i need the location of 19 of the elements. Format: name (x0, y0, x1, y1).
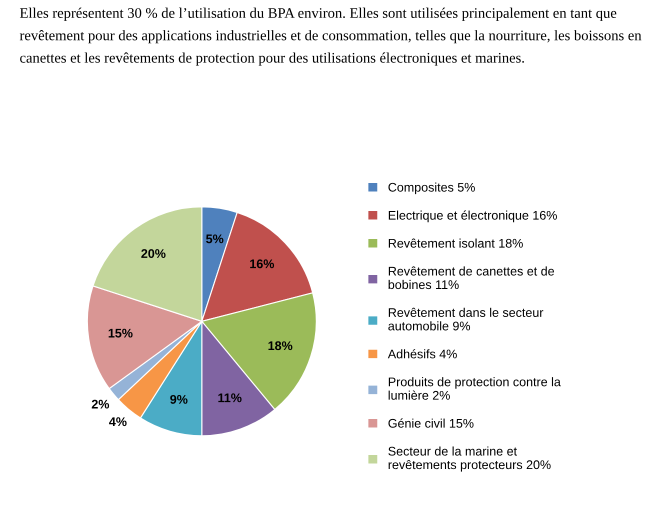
data-label: 11% (218, 393, 242, 402)
data-label: 5% (206, 234, 224, 244)
legend-label: Génie civil 15% (388, 418, 474, 428)
data-label: 16% (250, 259, 274, 268)
legend-label: Composites 5% (388, 182, 475, 194)
data-label: 15% (108, 328, 133, 338)
legend-label: Secteur de la marine et revêtements protecteurs 20% (388, 446, 551, 472)
data-label: 2% (92, 400, 110, 409)
legend-label: Revêtement dans le secteur automobile 9% (388, 308, 544, 330)
legend-label: Adhésifs 4% (388, 349, 457, 358)
legend-label: Produits de protection contre la lumière 2% (388, 377, 561, 400)
data-label: 4% (109, 417, 127, 426)
legend-label: Electrique et électronique 16% (388, 210, 557, 222)
legend-label: Revêtement de canettes et de bobines 11% (388, 266, 554, 290)
data-label: 20% (141, 249, 166, 258)
text: Elles représentent 30 % de l’utilisation du BPA environ. Elles sont utilisées principalement en tant que revêtement pour des applications industrielles et de consommation, telles que la nourriture, les boissons en canettes et les revêtements de protection pour des utilisations électroniques et marines. (20, 8, 642, 66)
data-label: 9% (170, 394, 188, 404)
data-label: 18% (268, 341, 292, 350)
legend-label: Revêtement isolant 18% (388, 238, 523, 248)
